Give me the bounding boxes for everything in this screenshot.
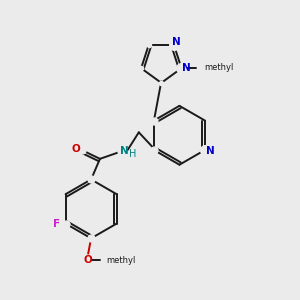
- Text: methyl: methyl: [204, 63, 233, 72]
- Text: O: O: [84, 255, 92, 265]
- Text: N: N: [120, 146, 129, 157]
- Text: F: F: [52, 219, 60, 229]
- Text: N: N: [206, 146, 215, 157]
- Text: O: O: [71, 143, 80, 154]
- Text: N: N: [182, 63, 191, 73]
- Text: methyl: methyl: [106, 256, 135, 265]
- Text: N: N: [172, 37, 181, 46]
- Text: H: H: [129, 149, 136, 159]
